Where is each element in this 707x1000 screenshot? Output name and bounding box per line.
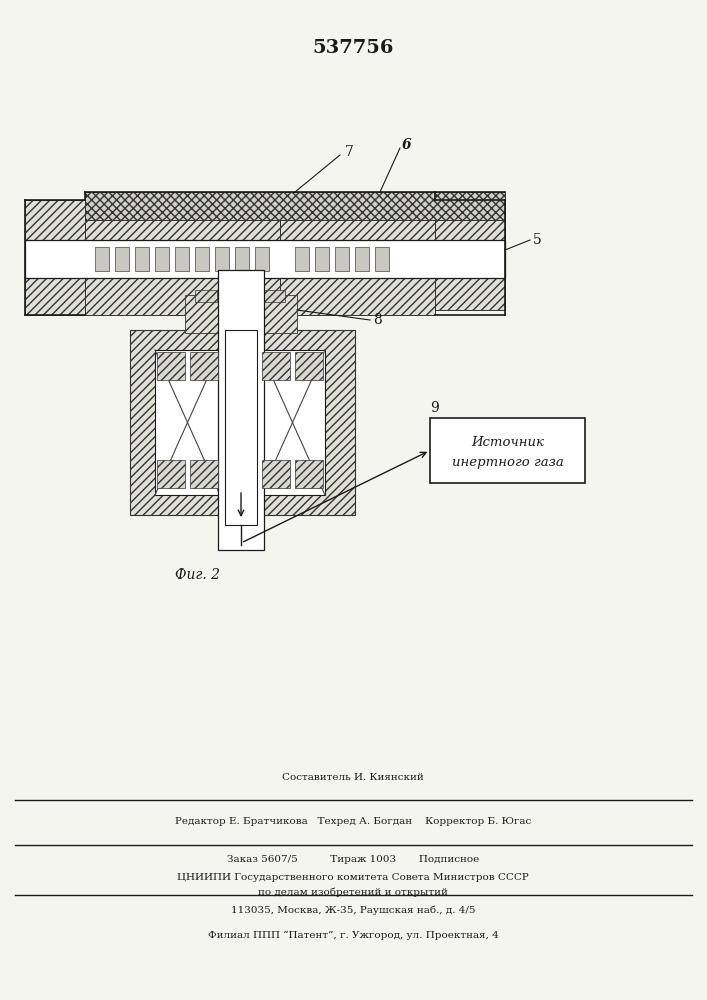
Bar bbox=[375, 247, 389, 271]
Bar bbox=[218, 270, 264, 550]
Bar bbox=[85, 192, 505, 220]
Text: 6: 6 bbox=[402, 138, 411, 152]
Text: 7: 7 bbox=[345, 145, 354, 159]
Bar bbox=[262, 352, 290, 380]
Bar bbox=[85, 200, 280, 255]
Text: Фиг. 2: Фиг. 2 bbox=[175, 568, 220, 582]
Text: 8: 8 bbox=[373, 313, 382, 327]
Text: 9: 9 bbox=[430, 401, 439, 415]
Bar bbox=[157, 352, 185, 380]
Bar bbox=[295, 247, 309, 271]
Text: ЦНИИПИ Государственного комитета Совета Министров СССР: ЦНИИПИ Государственного комитета Совета … bbox=[177, 872, 529, 882]
Bar bbox=[280, 255, 435, 315]
Bar bbox=[255, 330, 355, 515]
Bar bbox=[175, 247, 189, 271]
Bar bbox=[435, 205, 505, 310]
Bar bbox=[262, 460, 290, 488]
Text: 537756: 537756 bbox=[312, 39, 394, 57]
Text: Источник: Источник bbox=[471, 436, 544, 449]
Text: Редактор Е. Братчикова   Техред А. Богдан    Корректор Б. Югас: Редактор Е. Братчикова Техред А. Богдан … bbox=[175, 818, 531, 826]
Bar bbox=[190, 352, 218, 380]
Bar bbox=[95, 247, 109, 271]
Bar bbox=[135, 247, 149, 271]
Bar bbox=[115, 247, 129, 271]
Bar bbox=[263, 290, 285, 302]
Text: Заказ 5607/5          Тираж 1003       Подписное: Заказ 5607/5 Тираж 1003 Подписное bbox=[227, 856, 479, 864]
Bar bbox=[255, 247, 269, 271]
Bar bbox=[130, 330, 230, 515]
Bar bbox=[85, 255, 280, 315]
Bar bbox=[227, 295, 255, 333]
Bar bbox=[280, 200, 435, 255]
Bar bbox=[25, 240, 505, 278]
Bar bbox=[195, 290, 217, 302]
Bar bbox=[315, 247, 329, 271]
Bar bbox=[195, 247, 209, 271]
Bar bbox=[155, 350, 220, 495]
Bar bbox=[185, 295, 227, 333]
Text: 113035, Москва, Ж-35, Раушская наб., д. 4/5: 113035, Москва, Ж-35, Раушская наб., д. … bbox=[230, 905, 475, 915]
Text: Филиал ППП “Патент”, г. Ужгород, ул. Проектная, 4: Филиал ППП “Патент”, г. Ужгород, ул. Про… bbox=[208, 930, 498, 940]
Bar bbox=[295, 460, 323, 488]
Bar bbox=[295, 352, 323, 380]
Bar bbox=[335, 247, 349, 271]
Bar bbox=[430, 418, 585, 483]
Bar bbox=[215, 247, 229, 271]
Bar bbox=[255, 295, 297, 333]
Text: инертного газа: инертного газа bbox=[452, 456, 563, 469]
Bar bbox=[225, 330, 257, 525]
Bar bbox=[155, 247, 169, 271]
Text: Составитель И. Киянский: Составитель И. Киянский bbox=[282, 774, 424, 782]
Bar bbox=[25, 200, 85, 315]
Bar bbox=[260, 350, 325, 495]
Bar bbox=[355, 247, 369, 271]
Text: 5: 5 bbox=[533, 233, 542, 247]
Bar bbox=[157, 460, 185, 488]
Bar bbox=[235, 247, 249, 271]
Bar bbox=[190, 460, 218, 488]
Text: по делам изобретений и открытий: по делам изобретений и открытий bbox=[258, 887, 448, 897]
